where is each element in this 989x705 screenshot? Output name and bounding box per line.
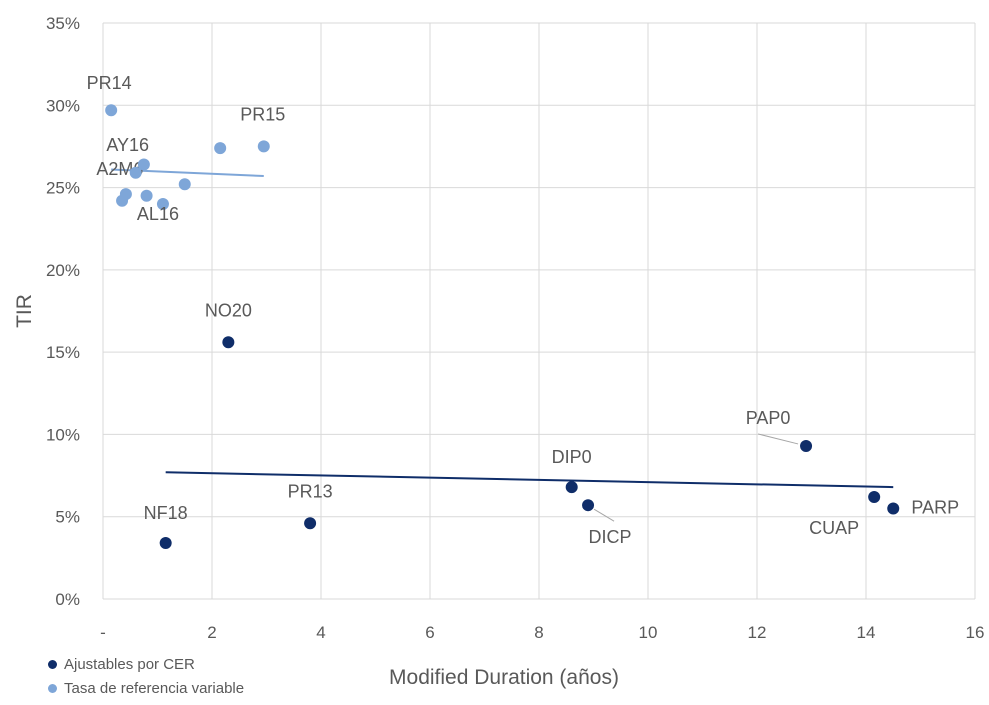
data-label: AY16 [106,135,149,155]
data-point [887,502,900,515]
data-point [129,166,142,179]
data-label: NF18 [144,503,188,523]
x-tick-label: - [100,623,106,642]
legend-marker-variable-rate [48,683,57,693]
y-tick-label: 30% [46,96,80,115]
data-point [304,517,317,530]
data-label: PR13 [288,481,333,501]
data-point [140,189,153,202]
data-point [119,188,132,201]
data-label: DIP0 [552,447,592,467]
data-label: PARP [911,497,959,517]
x-axis-title: Modified Duration (años) [389,666,619,689]
x-tick-label: 16 [966,623,985,642]
data-point [257,140,270,153]
legend: Ajustables por CER Tasa de referencia va… [48,652,244,700]
legend-label-cer: Ajustables por CER [64,655,195,673]
x-tick-label: 12 [748,623,767,642]
x-tick-label: 4 [316,623,325,642]
y-tick-label: 15% [46,343,80,362]
x-tick-label: 10 [639,623,658,642]
data-label: CUAP [809,518,859,538]
data-point [137,158,150,171]
legend-item-cer: Ajustables por CER [48,652,244,676]
data-point [105,104,118,117]
data-label: NO20 [205,300,252,320]
data-point [156,198,169,211]
label-leader-line [593,508,615,522]
trendline [165,471,894,489]
data-label: PAP0 [746,408,791,428]
data-point [582,499,595,512]
data-point [800,439,813,452]
data-point [214,142,227,155]
data-point [868,490,881,503]
x-tick-label: 6 [425,623,434,642]
data-label: DICP [589,527,632,547]
y-tick-label: 35% [46,14,80,33]
data-point [159,537,172,550]
legend-item-variable-rate: Tasa de referencia variable [48,676,244,700]
data-point [565,481,578,494]
y-tick-label: 5% [55,508,80,527]
y-tick-label: 25% [46,179,80,198]
y-tick-label: 10% [46,425,80,444]
data-label: PR14 [87,73,132,93]
legend-label-variable-rate: Tasa de referencia variable [64,679,245,697]
y-axis-title: TIR [13,294,36,328]
data-label: PR15 [240,104,285,124]
x-tick-label: 14 [857,623,876,642]
data-point [178,178,191,191]
x-tick-label: 2 [207,623,216,642]
data-point [222,336,235,349]
x-tick-label: 8 [534,623,543,642]
legend-marker-cer [48,659,57,669]
y-tick-label: 0% [55,590,80,609]
y-tick-label: 20% [46,261,80,280]
data-label: AL16 [137,204,179,224]
label-leader-line [757,433,799,445]
